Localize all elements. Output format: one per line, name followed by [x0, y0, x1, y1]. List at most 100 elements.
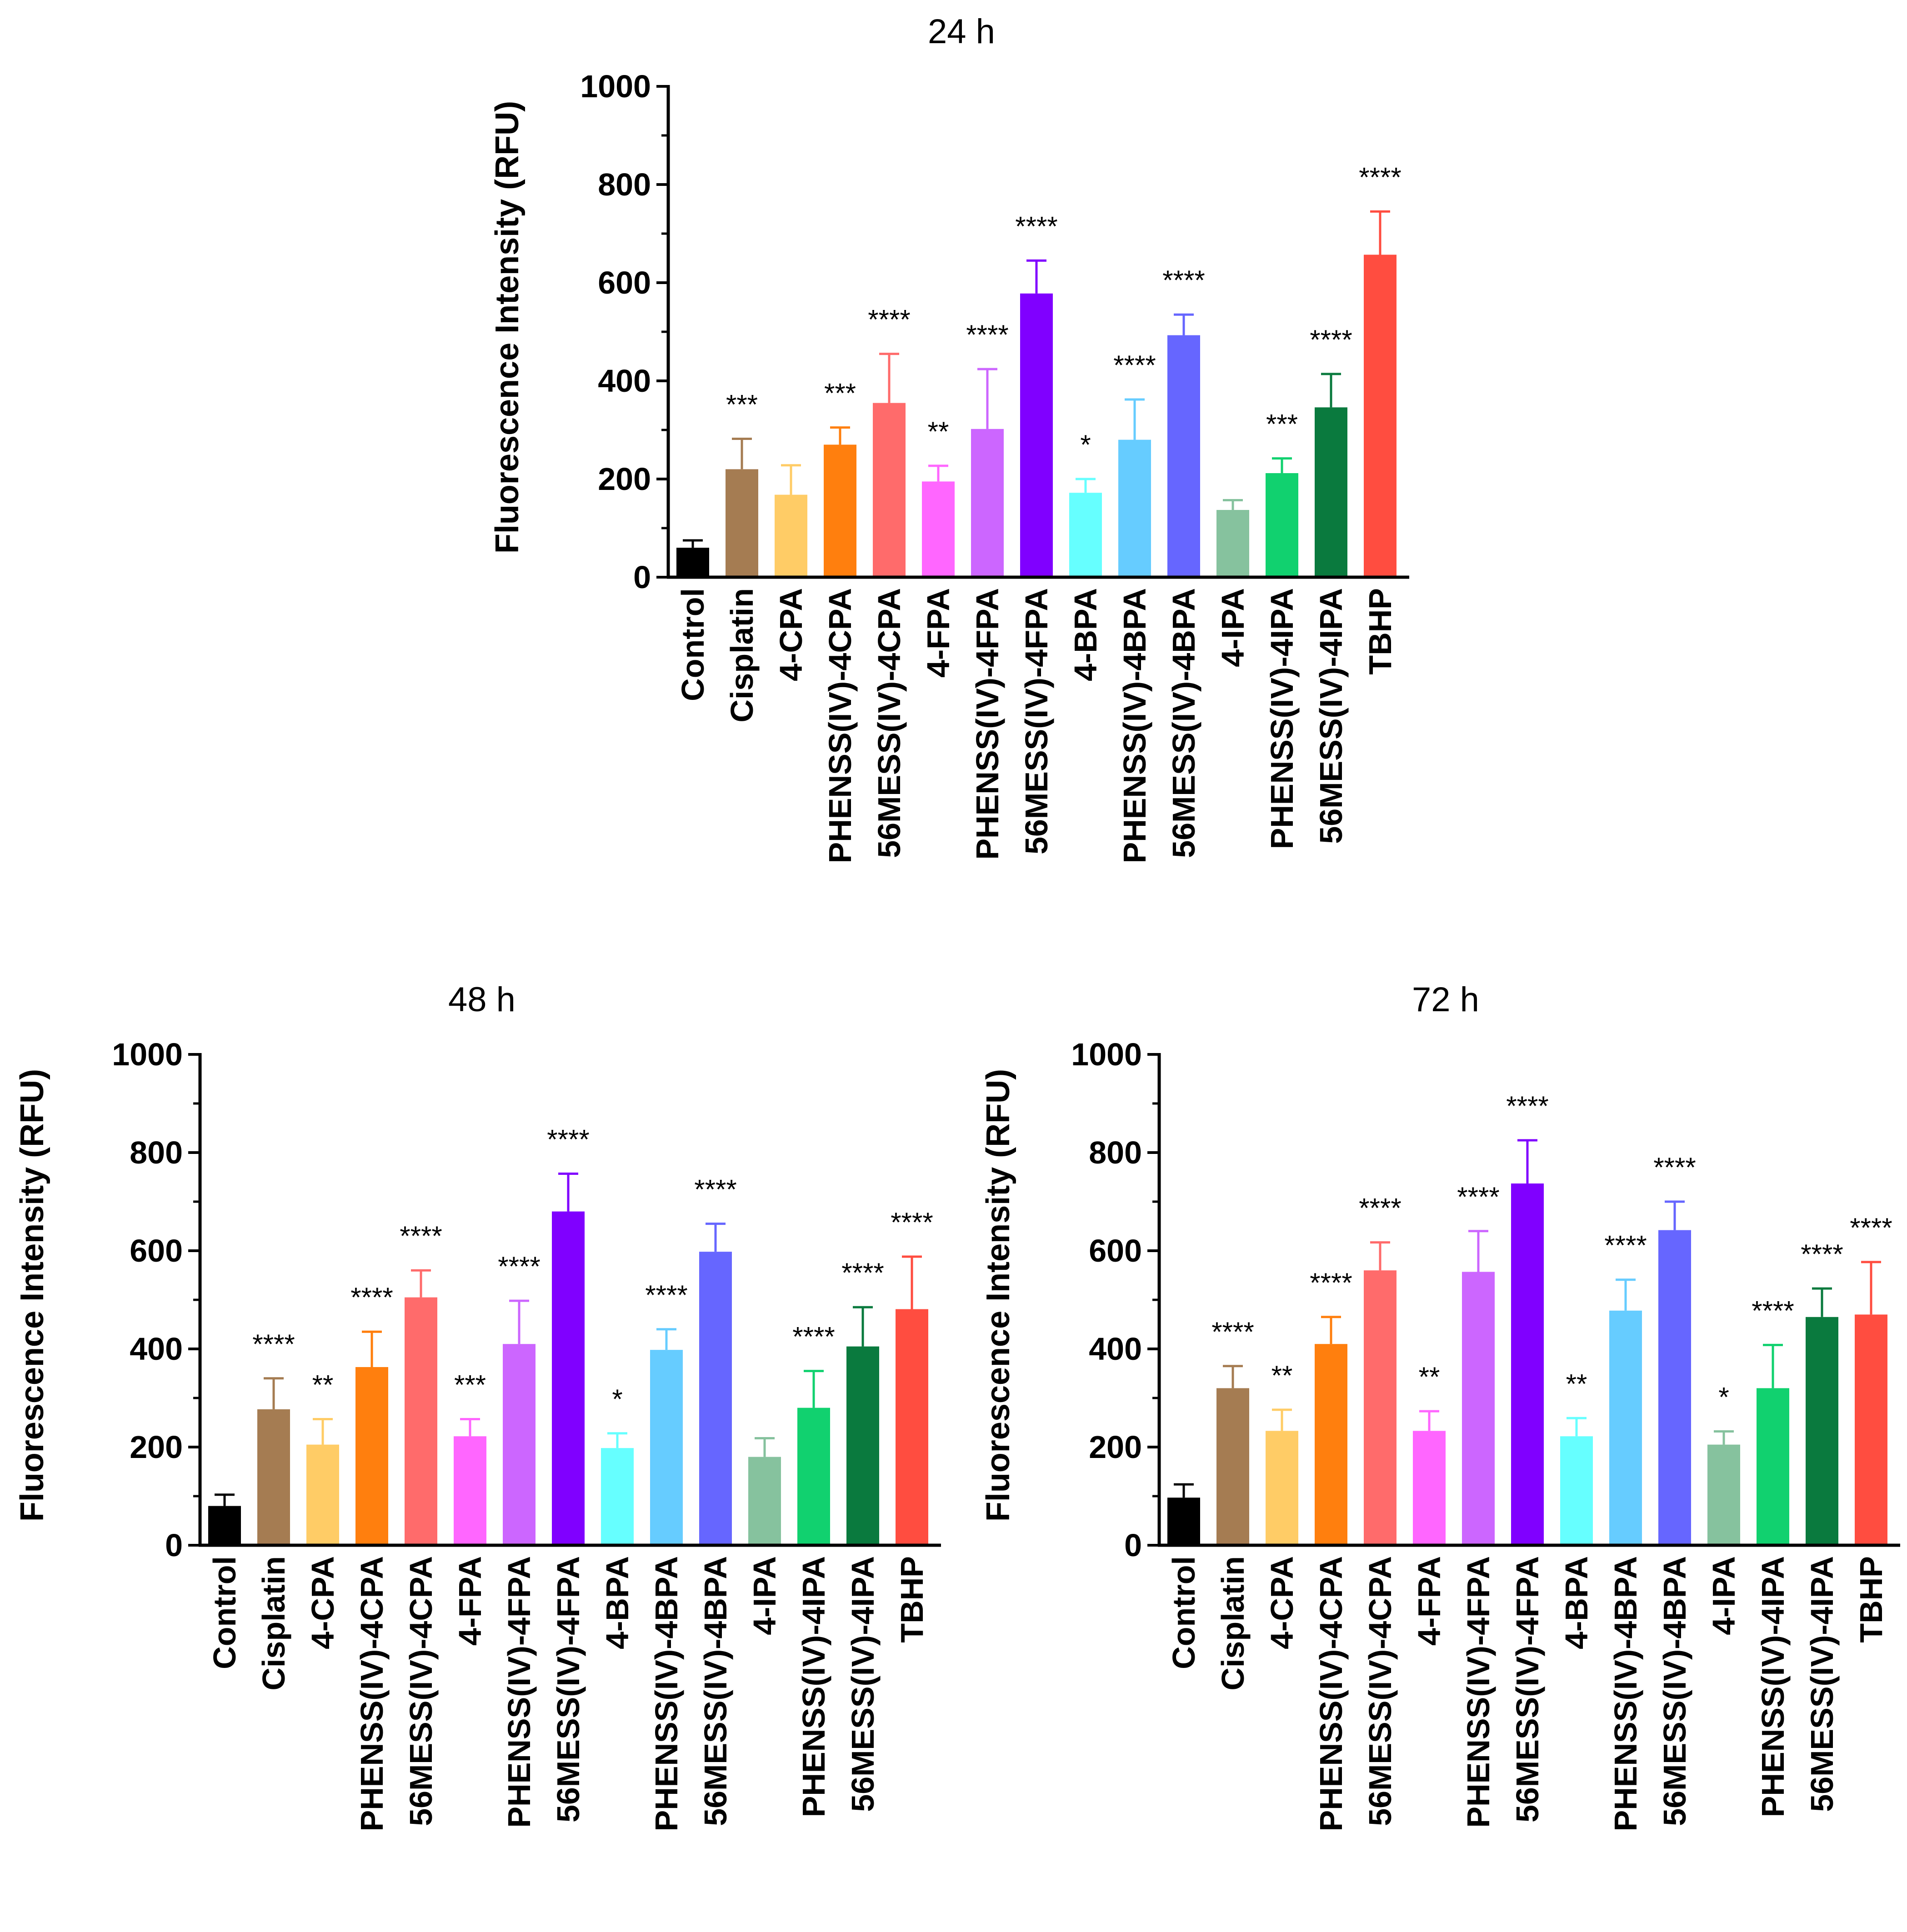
plot-area: Control****Cisplatin**4-CPA****PHENSS(IV…: [112, 1037, 941, 1831]
x-tick-label: PHENSS(IV)-4FPA: [501, 1556, 537, 1828]
significance-label: ****: [1457, 1182, 1499, 1212]
significance-label: *: [1080, 429, 1091, 460]
bar: [1855, 1314, 1887, 1545]
bar: [824, 444, 856, 577]
bar: [257, 1409, 290, 1545]
plot-area: Control***Cisplatin 4-CPA***PHENSS(IV)-4C…: [580, 69, 1409, 863]
y-tick-label: 600: [130, 1233, 183, 1268]
bar: [873, 403, 906, 577]
bar: [1609, 1310, 1642, 1545]
x-tick-label: PHENSS(IV)-4CPA: [822, 588, 858, 863]
chart-72h: 72 h Fluorescence Intensity (RFU) Contro…: [980, 980, 1900, 1831]
significance-label: *: [1718, 1382, 1729, 1412]
y-axis-label: Fluorescence Intensity (RFU): [14, 1069, 50, 1522]
bar: [1266, 1431, 1298, 1545]
significance-label: ****: [350, 1282, 393, 1313]
significance-label: ****: [1359, 162, 1401, 192]
x-tick-label: PHENSS(IV)-4IPA: [1755, 1556, 1791, 1817]
chart-24h: 24 h Fluorescence Intensity (RFU) Contro…: [489, 12, 1409, 863]
significance-label: ****: [1604, 1230, 1647, 1261]
x-tick-label: PHENSS(IV)-4CPA: [354, 1556, 390, 1831]
bar: [1167, 335, 1200, 577]
bar: [1167, 1498, 1200, 1545]
significance-label: ****: [1850, 1213, 1892, 1243]
x-tick-label: TBHP: [1362, 588, 1398, 675]
bar: [1511, 1183, 1544, 1545]
y-tick-label: 800: [1089, 1135, 1142, 1170]
bar: [1216, 510, 1249, 577]
significance-label: ***: [454, 1369, 486, 1400]
significance-label: ****: [252, 1329, 295, 1359]
significance-label: ****: [645, 1280, 687, 1310]
bar: [355, 1367, 388, 1545]
y-tick-label: 800: [598, 167, 651, 202]
x-tick-label: 56MESS(IV)-4CPA: [403, 1556, 439, 1826]
y-axis-label: Fluorescence Intensity (RFU): [980, 1069, 1016, 1522]
significance-label: ****: [400, 1221, 442, 1251]
x-tick-label: 4-FPA: [452, 1556, 488, 1646]
x-tick-label: 56MESS(IV)-4CPA: [871, 588, 907, 858]
x-tick-label: PHENSS(IV)-4IPA: [1264, 588, 1300, 849]
bar: [1315, 407, 1347, 577]
significance-label: ****: [1801, 1239, 1843, 1269]
significance-label: ****: [1653, 1152, 1696, 1183]
significance-label: ****: [1162, 265, 1205, 295]
x-tick-label: 4-IPA: [747, 1556, 782, 1635]
significance-label: ****: [1506, 1091, 1548, 1121]
significance-label: ****: [792, 1322, 835, 1352]
x-tick-label: PHENSS(IV)-4FPA: [970, 588, 1005, 860]
significance-label: ****: [498, 1251, 540, 1282]
x-tick-label: 4-BPA: [1559, 1556, 1594, 1649]
x-tick-label: PHENSS(IV)-4IPA: [796, 1556, 831, 1817]
bar: [1216, 1388, 1249, 1545]
x-tick-label: PHENSS(IV)-4FPA: [1461, 1556, 1496, 1828]
significance-label: **: [928, 416, 949, 447]
bar: [775, 494, 807, 577]
bar: [601, 1448, 634, 1545]
bar: [1315, 1344, 1347, 1545]
significance-label: ***: [726, 389, 758, 419]
x-tick-label: Control: [207, 1556, 242, 1669]
y-tick-label: 800: [130, 1135, 183, 1170]
bar: [1069, 493, 1102, 577]
bar: [922, 481, 955, 577]
bar: [1658, 1230, 1691, 1545]
x-tick-label: 4-IPA: [1215, 588, 1251, 667]
x-tick-label: Cisplatin: [724, 588, 760, 723]
significance-label: ***: [1266, 409, 1298, 439]
significance-label: **: [312, 1369, 334, 1400]
bar: [1707, 1444, 1740, 1545]
y-axis-label: Fluorescence Intensity (RFU): [489, 101, 526, 554]
significance-label: ****: [891, 1207, 933, 1238]
x-tick-label: 56MESS(IV)-4IPA: [1313, 588, 1349, 844]
bar: [306, 1444, 339, 1545]
x-tick-label: Cisplatin: [1215, 1556, 1251, 1691]
significance-label: ****: [1113, 350, 1156, 380]
bar: [726, 469, 758, 577]
y-tick-label: 0: [633, 559, 651, 595]
significance-label: ****: [841, 1258, 884, 1288]
significance-label: ***: [824, 378, 856, 409]
y-tick-label: 1000: [1071, 1037, 1142, 1072]
bar: [1806, 1317, 1838, 1545]
x-tick-label: 4-CPA: [1264, 1556, 1300, 1649]
x-tick-label: 56MESS(IV)-4BPA: [1657, 1556, 1692, 1826]
x-tick-label: 4-BPA: [600, 1556, 635, 1649]
bar: [1413, 1431, 1446, 1545]
significance-label: ****: [966, 320, 1008, 350]
x-tick-label: 4-CPA: [305, 1556, 340, 1649]
x-tick-label: 4-BPA: [1068, 588, 1103, 681]
significance-label: **: [1271, 1360, 1293, 1391]
x-tick-label: 56MESS(IV)-4FPA: [551, 1556, 586, 1822]
bar: [1364, 1270, 1396, 1545]
significance-label: **: [1419, 1362, 1440, 1392]
significance-label: ****: [1752, 1295, 1794, 1326]
x-tick-label: 56MESS(IV)-4BPA: [698, 1556, 733, 1826]
bar: [208, 1506, 241, 1545]
bar: [699, 1252, 732, 1545]
bar: [405, 1297, 437, 1545]
bar: [552, 1211, 585, 1545]
significance-label: ****: [547, 1124, 589, 1154]
x-tick-label: PHENSS(IV)-4BPA: [649, 1556, 684, 1831]
